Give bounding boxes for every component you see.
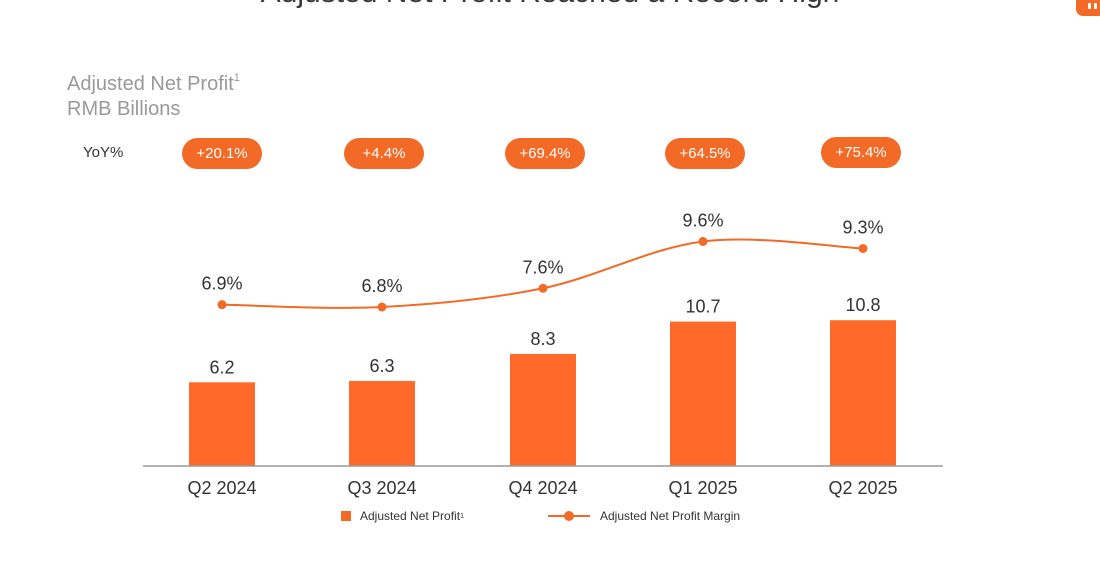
page-title: Adjusted Net Profit Reached a Record Hig… — [0, 0, 1100, 10]
legend-line-label: Adjusted Net Profit Margin — [600, 509, 741, 523]
bar-value-label-3: 10.7 — [685, 297, 720, 317]
x-tick-label-4: Q2 2025 — [828, 478, 897, 498]
margin-label-3: 9.6% — [682, 210, 723, 230]
margin-point-2 — [538, 283, 548, 293]
menu-icon — [1088, 3, 1091, 9]
margin-point-1 — [377, 302, 387, 312]
bar-value-label-4: 10.8 — [845, 295, 880, 315]
x-tick-label-2: Q4 2024 — [508, 478, 577, 498]
yoy-pill-q1-2025: +64.5% — [665, 138, 745, 169]
legend-line: Adjusted Net Profit Margin — [548, 509, 740, 523]
bar-0 — [189, 382, 255, 466]
bar-3 — [670, 321, 736, 466]
margin-point-0 — [217, 300, 227, 310]
bar-value-label-2: 8.3 — [530, 329, 555, 349]
bar-4 — [830, 320, 896, 466]
menu-tab[interactable] — [1076, 0, 1100, 16]
yoy-label: YoY% — [83, 144, 124, 161]
yoy-pill-q3-2024: +4.4% — [344, 138, 424, 169]
x-tick-label-0: Q2 2024 — [187, 478, 256, 498]
margin-point-3 — [698, 236, 708, 246]
yoy-pill-q2-2025: +75.4% — [821, 137, 901, 168]
subtitle-metric: Adjusted Net Profit — [67, 73, 234, 95]
yoy-pill-q4-2024: +69.4% — [505, 138, 585, 169]
chart-subtitle: Adjusted Net Profit1 RMB Billions — [67, 66, 240, 122]
margin-point-4 — [858, 244, 868, 253]
subtitle-unit: RMB Billions — [67, 98, 181, 120]
bar-value-label-0: 6.2 — [209, 357, 234, 377]
margin-label-1: 6.8% — [361, 276, 402, 296]
bar-1 — [349, 380, 415, 466]
legend-bar: Adjusted Net Profit 1 — [341, 509, 464, 523]
x-tick-label-1: Q3 2024 — [347, 478, 416, 498]
legend-bar-swatch — [341, 511, 351, 521]
legend-bar-footnote: 1 — [460, 512, 464, 520]
legend-line-icon — [548, 510, 590, 522]
yoy-pill-q2-2024: +20.1% — [182, 138, 262, 169]
legend-bar-label: Adjusted Net Profit — [360, 509, 461, 523]
subtitle-footnote: 1 — [233, 72, 240, 84]
margin-label-2: 7.6% — [522, 257, 563, 277]
margin-label-4: 9.3% — [842, 218, 883, 238]
x-tick-label-3: Q1 2025 — [668, 478, 737, 498]
bar-2 — [510, 353, 576, 466]
margin-label-0: 6.9% — [201, 274, 242, 294]
bar-value-label-1: 6.3 — [369, 356, 394, 376]
